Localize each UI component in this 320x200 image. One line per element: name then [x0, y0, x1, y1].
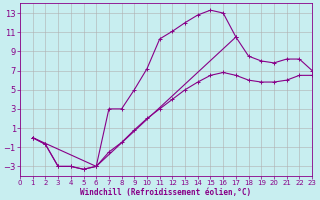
X-axis label: Windchill (Refroidissement éolien,°C): Windchill (Refroidissement éolien,°C)	[81, 188, 252, 197]
